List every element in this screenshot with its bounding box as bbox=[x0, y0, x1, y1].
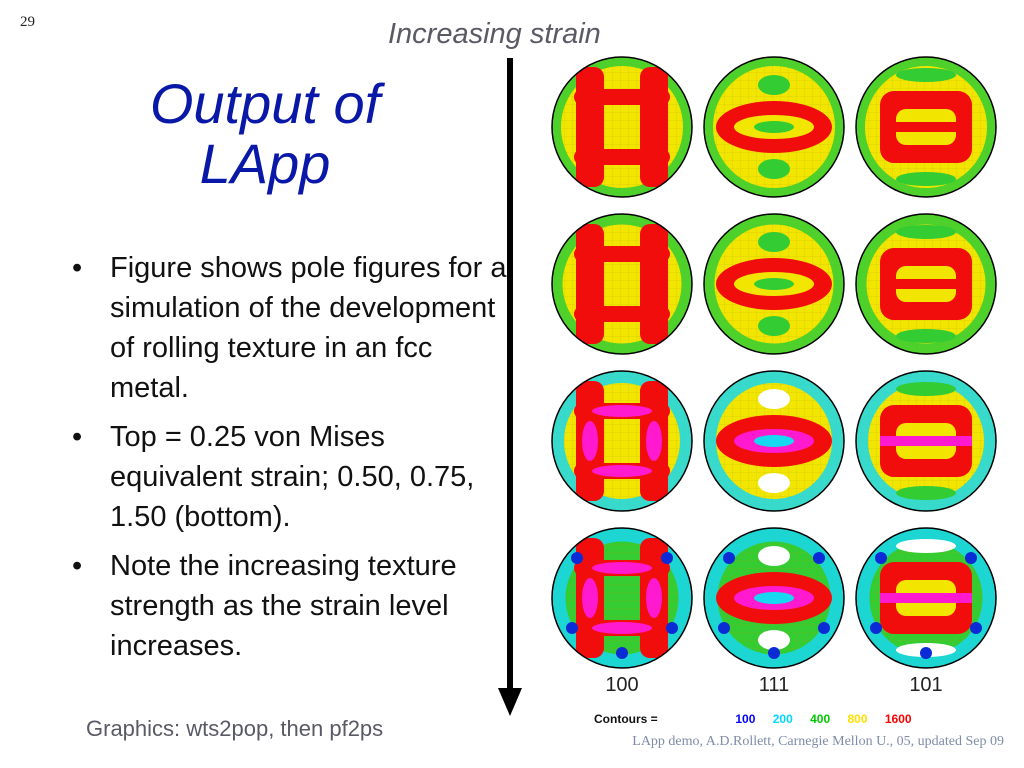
pole-figure-100-row-3 bbox=[551, 370, 693, 512]
pole-figure-111-row-2 bbox=[703, 213, 845, 355]
pole-figure-111-row-4 bbox=[703, 527, 845, 669]
column-label-111: 111 bbox=[758, 674, 790, 696]
contour-level-1600: 1600 bbox=[884, 712, 912, 726]
pole-figure-100-row-4 bbox=[551, 527, 693, 669]
column-label-101: 101 bbox=[909, 674, 943, 696]
contour-level-100: 100 bbox=[735, 712, 756, 726]
title-line-1: Output of bbox=[149, 72, 381, 135]
contour-legend: Contours = 100 200 400 800 1600 bbox=[594, 712, 926, 726]
pole-figure-111-row-1 bbox=[703, 56, 845, 198]
pole-figure-101-row-1 bbox=[855, 56, 997, 198]
slide-number: 29 bbox=[20, 14, 35, 30]
bullet-item-2: Top = 0.25 von Mises equivalent strain; … bbox=[70, 417, 510, 537]
increasing-strain-label: Increasing strain bbox=[388, 18, 601, 50]
bullet-item-3: Note the increasing texture strength as … bbox=[70, 546, 510, 666]
bullet-list: Figure shows pole figures for a simulati… bbox=[70, 248, 510, 675]
column-label-100: 100 bbox=[605, 674, 639, 696]
slide-title: Output of LApp bbox=[60, 74, 470, 194]
pole-figure-grid bbox=[551, 56, 997, 669]
contour-level-800: 800 bbox=[847, 712, 868, 726]
pole-figure-101-row-3 bbox=[855, 370, 997, 512]
footer-citation: LApp demo, A.D.Rollett, Carnegie Mellon … bbox=[632, 734, 1004, 749]
pole-figure-100-row-2 bbox=[551, 213, 693, 355]
strain-arrow bbox=[498, 58, 522, 716]
pole-figure-111-row-3 bbox=[703, 370, 845, 512]
title-line-2: LApp bbox=[199, 132, 331, 195]
pole-figure-101-row-4 bbox=[855, 527, 997, 669]
pole-figure-100-row-1 bbox=[551, 56, 693, 198]
contour-level-400: 400 bbox=[810, 712, 831, 726]
contour-level-200: 200 bbox=[772, 712, 793, 726]
graphics-credit: Graphics: wts2pop, then pf2ps bbox=[86, 716, 384, 741]
pole-figure-101-row-2 bbox=[855, 213, 997, 355]
contour-legend-title: Contours = bbox=[594, 712, 658, 726]
bullet-item-1: Figure shows pole figures for a simulati… bbox=[70, 248, 510, 408]
